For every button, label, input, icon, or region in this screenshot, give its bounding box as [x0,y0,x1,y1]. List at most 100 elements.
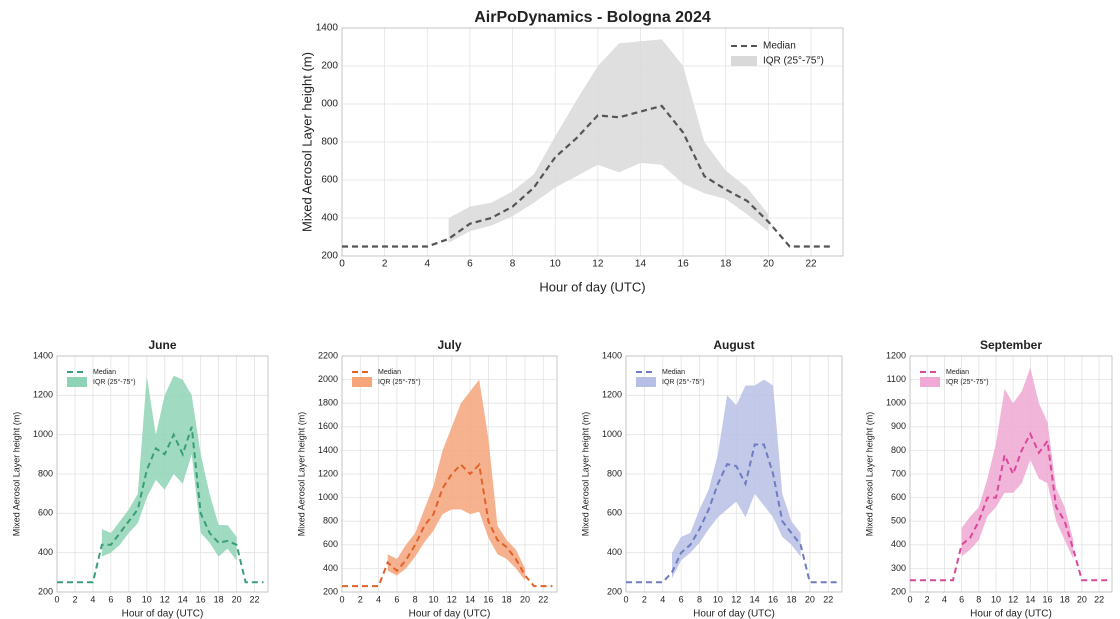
legend-label: Median [946,369,969,376]
legend-label: Median [378,369,401,376]
iqr-band [101,375,237,561]
x-tick-label: 2 [72,594,77,604]
y-tick-label: 1400 [316,23,339,34]
x-tick-label: 0 [907,594,912,604]
y-tick-label: 1400 [33,350,53,360]
legend-swatch [920,377,940,387]
x-axis-label: Hour of day (UTC) [970,609,1052,619]
legend-label: IQR (25°-75°) [378,378,421,386]
y-tick-label: 2000 [318,374,338,384]
x-tick-label: 8 [413,594,418,604]
y-tick-label: 400 [321,213,338,224]
x-tick-label: 6 [467,259,473,270]
x-tick-label: 4 [942,594,947,604]
y-tick-label: 200 [891,586,906,596]
legend-label: Median [93,369,116,376]
x-tick-label: 22 [805,259,817,270]
chart-title: June [148,338,176,352]
y-tick-label: 1000 [886,398,906,408]
x-tick-label: 10 [991,594,1001,604]
x-tick-label: 12 [731,594,741,604]
x-tick-label: 0 [623,594,628,604]
iqr-band [672,379,801,579]
y-tick-label: 200 [321,251,338,262]
y-tick-label: 400 [607,547,622,557]
legend-label: IQR (25°-75°) [93,378,136,386]
x-tick-label: 4 [424,259,430,270]
y-tick-label: 400 [38,547,53,557]
x-tick-label: 18 [786,594,796,604]
median-line [342,104,833,248]
x-tick-label: 6 [959,594,964,604]
y-tick-label: 1200 [602,390,622,400]
y-tick-label: 200 [321,61,338,72]
median-line [57,426,264,584]
x-tick-label: 14 [635,259,647,270]
median-line [626,443,838,584]
y-tick-label: 800 [321,137,338,148]
legend-label: IQR (25°-75°) [662,378,705,386]
x-tick-label: 20 [805,594,815,604]
chart-title: AirPoDynamics - Bologna 2024 [474,9,711,26]
plot-frame [909,355,1113,593]
x-tick-label: 22 [250,594,260,604]
y-tick-label: 800 [891,445,906,455]
y-tick-label: 200 [607,586,622,596]
y-tick-label: 900 [891,421,906,431]
x-tick-label: 0 [339,594,344,604]
y-tick-label: 800 [607,468,622,478]
y-tick-label: 1000 [33,429,53,439]
x-tick-label: 18 [502,594,512,604]
x-tick-label: 16 [678,259,690,270]
y-tick-label: 1400 [318,445,338,455]
x-tick-label: 18 [720,259,732,270]
x-tick-label: 20 [520,594,530,604]
y-tick-label: 700 [891,468,906,478]
iqr-band [961,367,1074,559]
x-tick-label: 14 [750,594,760,604]
y-tick-label: 300 [891,563,906,573]
x-tick-label: 16 [768,594,778,604]
x-tick-label: 12 [447,594,457,604]
median-line [342,462,553,588]
x-tick-label: 22 [538,594,548,604]
x-tick-label: 4 [90,594,95,604]
y-axis-label: Mixed Aerosol Layer height (m) [299,52,314,232]
x-tick-label: 12 [160,594,170,604]
y-axis-label: Mixed Aerosol Layer height (m) [864,412,874,537]
x-tick-label: 8 [976,594,981,604]
y-tick-label: 500 [891,516,906,526]
x-tick-label: 10 [550,259,562,270]
plot-frame [341,27,844,257]
plot-frame [625,355,843,593]
x-tick-label: 14 [1025,594,1035,604]
x-tick-label: 6 [394,594,399,604]
y-tick-label: 200 [38,586,53,596]
y-tick-label: 600 [38,508,53,518]
x-tick-label: 22 [1094,594,1104,604]
y-tick-label: 400 [891,539,906,549]
y-tick-label: 1200 [886,350,906,360]
y-tick-label: 1200 [318,468,338,478]
x-tick-label: 0 [339,259,345,270]
chart-title: August [713,338,754,352]
x-axis-label: Hour of day (UTC) [122,609,204,619]
x-tick-label: 4 [376,594,381,604]
chart-title: September [980,338,1042,352]
legend-label: IQR (25°-75°) [763,56,824,67]
y-tick-label: 1400 [602,350,622,360]
x-tick-label: 20 [1077,594,1087,604]
legend-swatch [352,377,372,387]
x-tick-label: 0 [54,594,59,604]
x-axis-label: Hour of day (UTC) [409,609,491,619]
x-tick-label: 2 [642,594,647,604]
y-tick-label: 1200 [33,390,53,400]
x-tick-label: 2 [925,594,930,604]
x-tick-label: 22 [823,594,833,604]
y-tick-label: 1000 [602,429,622,439]
y-tick-label: 400 [323,563,338,573]
legend-swatch [67,377,87,387]
y-tick-label: 1000 [318,492,338,502]
